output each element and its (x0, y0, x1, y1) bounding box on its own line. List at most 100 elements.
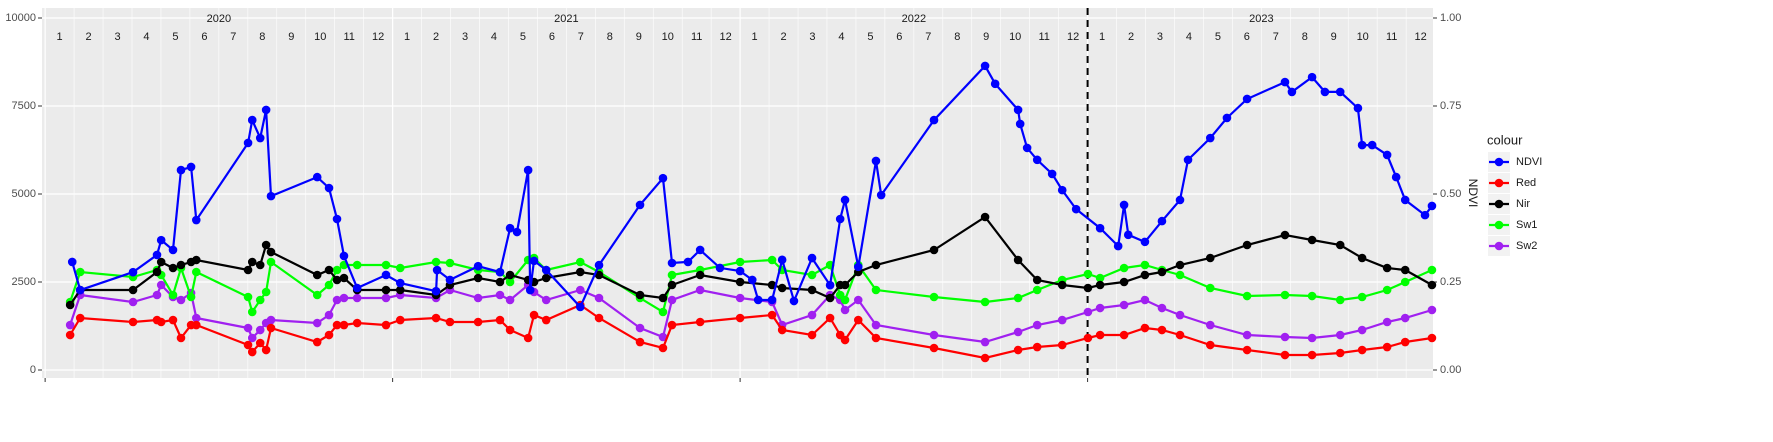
month-label: 2 (86, 31, 92, 43)
point (243, 265, 253, 275)
point (1382, 342, 1392, 352)
point (695, 285, 705, 295)
point (667, 295, 677, 305)
point (176, 333, 186, 343)
panel-background (42, 8, 1433, 378)
point (495, 277, 505, 287)
point (1427, 333, 1437, 343)
point (667, 280, 677, 290)
point (495, 315, 505, 325)
month-label: 1 (57, 31, 63, 43)
point (523, 165, 533, 175)
point (1175, 195, 1185, 205)
point (1032, 285, 1042, 295)
point (575, 267, 585, 277)
point (247, 307, 257, 317)
series-line (69, 303, 1433, 360)
month-label: 9 (636, 31, 642, 43)
legend-label: Sw1 (1516, 219, 1537, 231)
point (243, 292, 253, 302)
point (65, 330, 75, 340)
month-label: 5 (172, 31, 178, 43)
point (658, 173, 668, 183)
point (1140, 295, 1150, 305)
point (1307, 333, 1317, 343)
month-label: 1 (404, 31, 410, 43)
month-label: 11 (1386, 31, 1397, 43)
point (128, 317, 138, 327)
month-label: 10 (1357, 31, 1369, 43)
point (505, 277, 515, 287)
point (1357, 345, 1367, 355)
point (980, 353, 990, 363)
point (929, 115, 939, 125)
point (1205, 253, 1215, 263)
point (990, 79, 1000, 89)
point (1095, 273, 1105, 283)
point (1183, 155, 1193, 165)
point (715, 263, 725, 273)
point (695, 270, 705, 280)
point (840, 295, 850, 305)
point (1242, 330, 1252, 340)
point (505, 270, 515, 280)
point (1013, 293, 1023, 303)
point (445, 275, 455, 285)
point (853, 262, 863, 272)
point (1015, 119, 1025, 129)
point (658, 307, 668, 317)
point (1175, 310, 1185, 320)
month-label: 10 (314, 31, 326, 43)
point (575, 257, 585, 267)
month-label: 7 (578, 31, 584, 43)
point (266, 247, 276, 257)
point (789, 296, 799, 306)
month-label: 3 (809, 31, 815, 43)
point (541, 273, 551, 283)
point (980, 297, 990, 307)
point (1242, 240, 1252, 250)
point (1280, 230, 1290, 240)
legend-key-point (1494, 199, 1504, 209)
y2-axis-title: NDVI (1466, 179, 1480, 208)
month-label: 5 (867, 31, 873, 43)
legend-label: Red (1516, 177, 1536, 189)
point (825, 280, 835, 290)
y-tick-label: 0 (30, 364, 36, 376)
point (777, 255, 787, 265)
point (65, 300, 75, 310)
point (324, 183, 334, 193)
point (65, 320, 75, 330)
point (575, 285, 585, 295)
point (1013, 345, 1023, 355)
point (1335, 87, 1345, 97)
point (191, 267, 201, 277)
point (1391, 172, 1401, 182)
point (1307, 291, 1317, 301)
point (541, 265, 551, 275)
point (352, 283, 362, 293)
point (156, 235, 166, 245)
point (1157, 267, 1167, 277)
point (529, 310, 539, 320)
point (156, 317, 166, 327)
point (431, 257, 441, 267)
point (1357, 292, 1367, 302)
point (635, 200, 645, 210)
point (191, 320, 201, 330)
point (1140, 323, 1150, 333)
point (339, 273, 349, 283)
point (853, 295, 863, 305)
point (840, 335, 850, 345)
point (1123, 230, 1133, 240)
y2-tick-label: 1.00 (1440, 12, 1461, 24)
y2-tick-label: 0.00 (1440, 364, 1461, 376)
month-label: 7 (1273, 31, 1279, 43)
month-label: 3 (114, 31, 120, 43)
point (1140, 237, 1150, 247)
point (247, 115, 257, 125)
point (929, 330, 939, 340)
point (1353, 103, 1363, 113)
point (929, 245, 939, 255)
month-label: 7 (925, 31, 931, 43)
